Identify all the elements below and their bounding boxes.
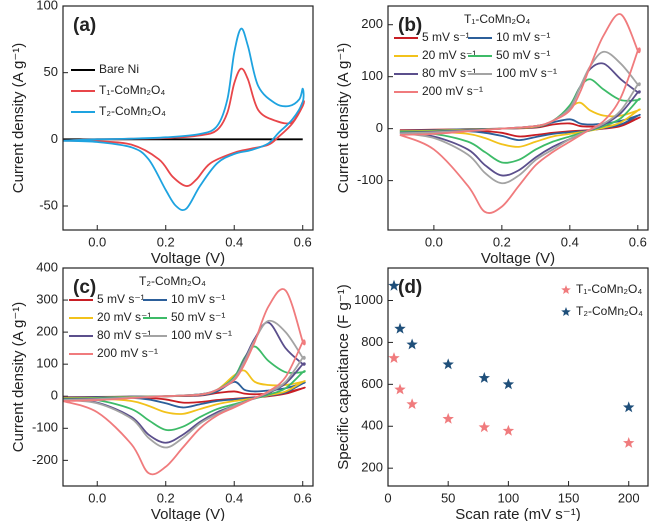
star-point — [394, 383, 406, 395]
x-axis-label: Voltage (V) — [481, 250, 555, 267]
plot-frame — [62, 267, 314, 487]
y-tick-label: 200 — [361, 16, 383, 31]
y-tick-label: 50 — [44, 64, 58, 79]
legend-label: 50 mV s⁻¹ — [171, 310, 225, 324]
x-tick-label: 0.2 — [157, 490, 175, 505]
star-point — [478, 421, 490, 433]
x-tick-label: 0.0 — [88, 234, 106, 249]
star-point — [388, 352, 400, 363]
y-axis-label: Specific capacitance (F g⁻¹) — [335, 284, 352, 470]
x-tick-label: 200 — [618, 490, 640, 505]
y-tick-label: 100 — [361, 68, 383, 83]
legend-label: 10 mV s⁻¹ — [171, 292, 225, 306]
star-point — [442, 412, 454, 424]
y-tick-label: -100 — [32, 420, 58, 435]
x-tick-label: 50 — [441, 490, 455, 505]
x-tick-label: 0.0 — [88, 490, 106, 505]
legend-label: T₂-CoMn₂O₄ — [99, 104, 166, 118]
cv-curve — [63, 67, 305, 187]
y-axis-label: Current density (A g⁻¹) — [10, 43, 27, 193]
star-point — [623, 401, 635, 413]
legend-label: 200 mV s⁻¹ — [422, 84, 483, 98]
cv-curve — [63, 27, 305, 212]
y-tick-label: 400 — [361, 418, 383, 433]
panel-label: (d) — [398, 277, 422, 298]
legend-label: 80 mV s⁻¹ — [97, 328, 151, 342]
legend-label: 80 mV s⁻¹ — [422, 66, 476, 80]
legend-label: T₁-CoMn₂O₄ — [99, 83, 165, 97]
x-axis-label: Voltage (V) — [151, 250, 225, 267]
star-point — [406, 398, 418, 410]
y-tick-label: -100 — [357, 172, 383, 187]
legend-label: T₁-CoMn₂O₄ — [576, 282, 642, 296]
x-tick-label: 0 — [384, 490, 391, 505]
legend-label: 5 mV s⁻¹ — [97, 292, 145, 306]
star-point — [502, 378, 515, 390]
cv-curve — [399, 13, 641, 214]
x-tick-label: 0.6 — [294, 234, 312, 249]
star-point — [623, 437, 635, 448]
star-point — [502, 424, 515, 436]
legend-label: T₂-CoMn₂O₄ — [576, 304, 643, 318]
star-point — [442, 358, 454, 370]
y-tick-label: -50 — [39, 197, 58, 212]
x-tick-label: 0.4 — [561, 234, 579, 249]
y-tick-label: 200 — [36, 324, 58, 339]
legend-label: 100 mV s⁻¹ — [496, 66, 557, 80]
legend-label: 100 mV s⁻¹ — [171, 328, 232, 342]
panel-label: (a) — [73, 15, 96, 36]
x-tick-label: 0.2 — [157, 234, 175, 249]
star-point — [478, 372, 490, 383]
y-tick-label: 1000 — [354, 292, 383, 307]
y-tick-label: 100 — [36, 0, 58, 12]
y-tick-label: 200 — [361, 460, 383, 475]
legend-label: 50 mV s⁻¹ — [496, 48, 550, 62]
panel-label: (b) — [398, 15, 422, 36]
x-tick-label: 0.6 — [629, 234, 647, 249]
y-tick-label: 0 — [51, 131, 58, 146]
x-tick-label: 0.2 — [493, 234, 511, 249]
y-tick-label: -200 — [32, 452, 58, 467]
legend-label: 20 mV s⁻¹ — [97, 310, 151, 324]
y-tick-label: 100 — [36, 356, 58, 371]
cv-curve — [63, 288, 306, 476]
x-tick-label: 0.6 — [294, 490, 312, 505]
plot-frame — [387, 267, 649, 487]
x-axis-label: Scan rate (mV s⁻¹) — [455, 506, 580, 521]
legend-marker — [561, 307, 571, 316]
plot-frame — [62, 5, 314, 231]
star-point — [406, 338, 418, 350]
legend-marker — [561, 285, 571, 294]
star-point — [388, 279, 400, 291]
x-tick-label: 150 — [558, 490, 580, 505]
star-point — [394, 322, 406, 334]
legend-title: T₁-CoMn₂O₄ — [464, 12, 530, 26]
y-tick-label: 300 — [36, 291, 58, 306]
legend-title: T₂-CoMn₂O₄ — [139, 274, 206, 288]
legend-label: 20 mV s⁻¹ — [422, 48, 476, 62]
x-tick-label: 0.0 — [425, 234, 443, 249]
x-tick-label: 0.4 — [225, 234, 243, 249]
x-axis-label: Voltage (V) — [151, 506, 225, 521]
y-tick-label: 600 — [361, 376, 383, 391]
y-tick-label: 0 — [376, 120, 383, 135]
x-tick-label: 0.4 — [225, 490, 243, 505]
legend-label: Bare Ni — [99, 62, 139, 76]
y-tick-label: 400 — [36, 259, 58, 274]
legend-label: 200 mV s⁻¹ — [97, 346, 158, 360]
legend-label: 10 mV s⁻¹ — [496, 30, 550, 44]
y-axis-label: Current density (A g⁻¹) — [10, 302, 27, 452]
x-tick-label: 100 — [498, 490, 520, 505]
y-axis-label: Current density (A g⁻¹) — [335, 43, 352, 193]
plot-frame — [387, 5, 649, 231]
y-tick-label: 0 — [51, 388, 58, 403]
y-tick-label: 800 — [361, 334, 383, 349]
panel-label: (c) — [73, 277, 96, 298]
legend-label: 5 mV s⁻¹ — [422, 30, 470, 44]
